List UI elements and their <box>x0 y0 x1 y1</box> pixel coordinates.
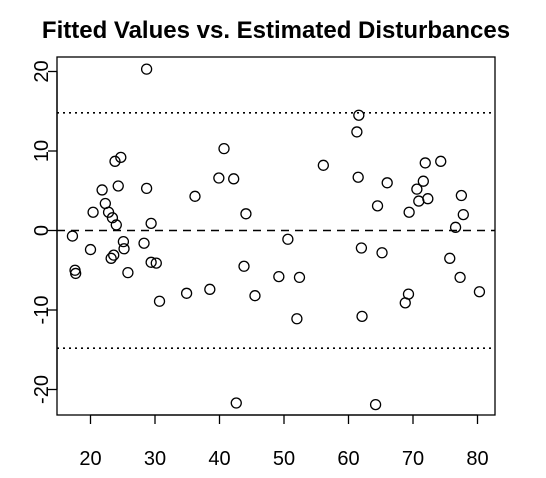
data-point <box>113 181 123 191</box>
x-tick-label: 50 <box>273 448 295 470</box>
x-tick-label: 60 <box>337 448 359 470</box>
x-tick-label: 30 <box>144 448 166 470</box>
data-point <box>142 183 152 193</box>
data-point <box>139 238 149 248</box>
chart-title: Fitted Values vs. Estimated Disturbances <box>42 17 510 44</box>
data-point <box>229 174 239 184</box>
data-point <box>219 144 229 154</box>
data-point <box>352 127 362 137</box>
data-point <box>231 398 241 408</box>
x-tick-label: 40 <box>208 448 230 470</box>
y-tick-label: -20 <box>31 375 53 404</box>
data-point <box>357 311 367 321</box>
data-point <box>404 207 414 217</box>
data-point <box>373 201 383 211</box>
data-point <box>423 194 433 204</box>
data-point <box>445 253 455 263</box>
data-point <box>318 160 328 170</box>
data-point <box>214 173 224 183</box>
data-point <box>371 400 381 410</box>
data-point <box>205 284 215 294</box>
data-point <box>155 296 165 306</box>
data-point <box>67 231 77 241</box>
data-point <box>436 156 446 166</box>
data-point <box>455 272 465 282</box>
data-point <box>182 288 192 298</box>
data-point <box>458 210 468 220</box>
data-point <box>356 243 366 253</box>
data-point <box>241 209 251 219</box>
x-tick-label: 80 <box>466 448 488 470</box>
data-point <box>382 178 392 188</box>
data-point <box>106 253 116 263</box>
data-point <box>146 218 156 228</box>
data-point <box>377 248 387 258</box>
data-point <box>474 287 484 297</box>
x-tick-label: 70 <box>402 448 424 470</box>
data-point <box>239 261 249 271</box>
data-point <box>354 110 364 120</box>
y-tick-label: 10 <box>31 140 53 162</box>
data-point <box>123 268 133 278</box>
data-point <box>353 172 363 182</box>
data-point <box>292 314 302 324</box>
plot-frame <box>57 57 495 415</box>
data-point <box>190 191 200 201</box>
data-point <box>97 185 107 195</box>
data-point <box>283 234 293 244</box>
data-point <box>88 207 98 217</box>
data-point <box>418 176 428 186</box>
data-point <box>274 272 284 282</box>
data-point <box>109 250 119 260</box>
data-point <box>142 64 152 74</box>
data-point <box>420 158 430 168</box>
data-point <box>250 291 260 301</box>
y-tick-label: -10 <box>31 296 53 325</box>
plot-layer: 20 30 40 50 60 70 80 -20 -10 0 10 20 <box>31 57 495 470</box>
data-point <box>294 272 304 282</box>
data-point <box>119 244 129 254</box>
y-tick-label: 20 <box>31 60 53 82</box>
data-point <box>86 245 96 255</box>
data-point <box>403 289 413 299</box>
y-tick-label: 0 <box>31 225 53 236</box>
x-tick-label: 20 <box>79 448 101 470</box>
data-point <box>456 191 466 201</box>
